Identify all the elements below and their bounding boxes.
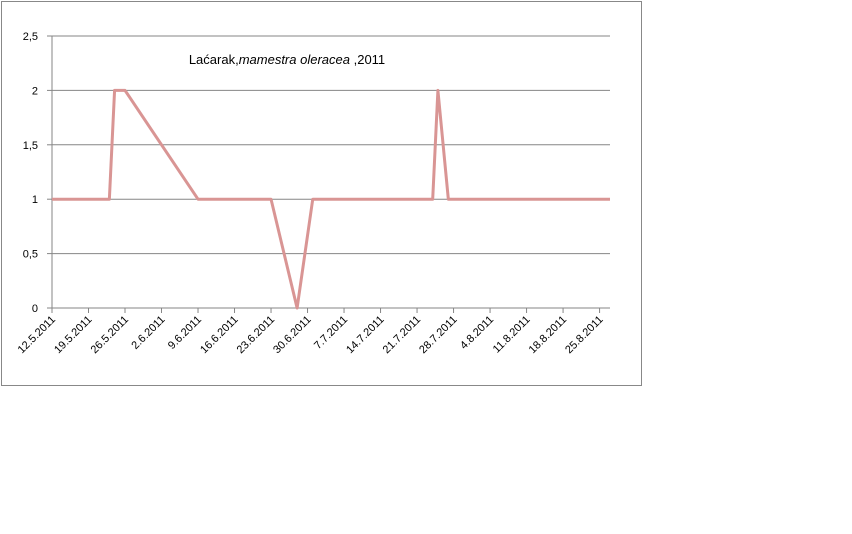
y-tick-label: 2,5 — [23, 31, 38, 43]
chart-title: Laćarak,mamestra oleracea ,2011 — [189, 52, 385, 67]
title-place: Laćarak, — [189, 52, 239, 67]
y-tick-label: 1,5 — [23, 140, 38, 152]
title-year: ,2011 — [350, 52, 385, 67]
y-tick-label: 0 — [32, 303, 38, 315]
y-tick-label: 0,5 — [23, 249, 38, 261]
data-line — [52, 88, 610, 310]
title-species: mamestra oleracea — [239, 52, 350, 67]
y-tick-label: 1 — [32, 194, 38, 206]
y-tick-label: 2 — [32, 85, 38, 97]
